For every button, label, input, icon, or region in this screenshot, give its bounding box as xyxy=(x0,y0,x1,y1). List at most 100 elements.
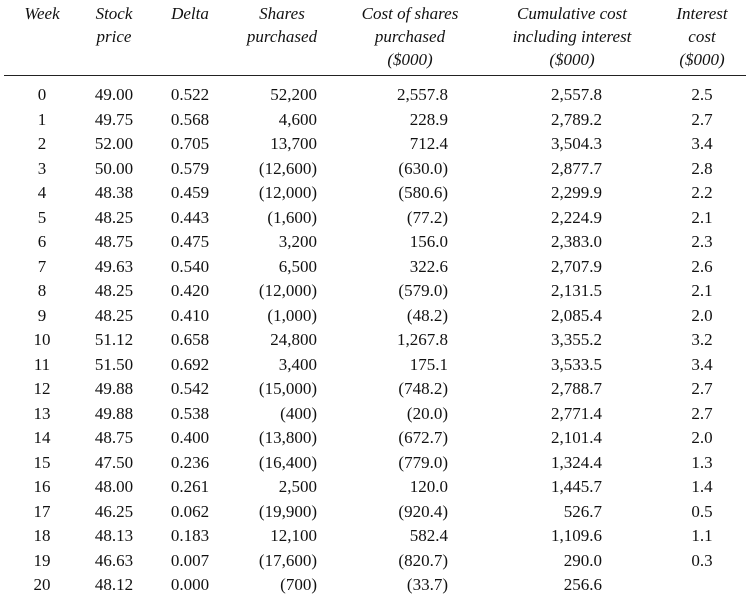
cell-cumulative-cost: 2,101.4 xyxy=(551,428,602,447)
cell-cumulative-cost: 2,383.0 xyxy=(551,232,602,251)
cell-delta: 0.410 xyxy=(170,305,210,325)
cell-shares-purchased: 3,200 xyxy=(278,232,317,251)
cell-stock-price: 51.12 xyxy=(94,330,134,349)
cell-cost-of-shares: (672.7) xyxy=(398,428,448,447)
cell-cumulative-cost: 2,707.9 xyxy=(551,256,602,276)
cell-shares-purchased: 2,500 xyxy=(278,477,317,496)
cell-week: 15 xyxy=(33,452,51,472)
cell-week: 8 xyxy=(37,281,47,300)
cell-week: 20 xyxy=(33,575,51,594)
cell-cost-of-shares: 322.6 xyxy=(409,256,448,276)
cell-cost-of-shares: (630.0) xyxy=(398,158,448,178)
cell-cost-of-shares: 582.4 xyxy=(409,526,448,545)
cell-week: 19 xyxy=(33,550,51,570)
cell-delta: 0.542 xyxy=(170,379,210,398)
table-row: 9 48.25 0.410 (1,000) (48.2) 2,085.4 2.0 xyxy=(0,304,752,328)
cell-interest-cost: 2.6 xyxy=(691,256,713,276)
table-row: 19 46.63 0.007 (17,600) (820.7) 290.0 0.3 xyxy=(0,549,752,573)
cell-stock-price: 48.25 xyxy=(94,305,134,325)
cell-week: 11 xyxy=(33,354,51,374)
cell-week: 5 xyxy=(37,207,47,227)
cell-shares-purchased: (16,400) xyxy=(258,452,317,472)
cell-stock-price: 50.00 xyxy=(94,158,134,178)
cell-week: 18 xyxy=(33,526,51,545)
cell-cost-of-shares: (820.7) xyxy=(398,550,448,570)
cell-shares-purchased: 13,700 xyxy=(270,134,317,153)
cell-cost-of-shares: (579.0) xyxy=(398,281,448,300)
cell-interest-cost: 0.5 xyxy=(691,501,713,521)
table-row: 12 49.88 0.542 (15,000) (748.2) 2,788.7 2.7 xyxy=(0,377,752,401)
cell-interest-cost: 0.3 xyxy=(691,550,713,570)
cell-cumulative-cost: 2,131.5 xyxy=(551,281,602,300)
table-row: 10 51.12 0.658 24,800 1,267.8 3,355.2 3.2 xyxy=(0,328,752,352)
cell-week: 16 xyxy=(33,477,51,496)
cell-stock-price: 48.25 xyxy=(94,207,134,227)
cell-interest-cost: 2.8 xyxy=(691,158,713,178)
cell-stock-price: 52.00 xyxy=(94,134,134,153)
cell-cost-of-shares: (20.0) xyxy=(406,403,448,423)
cell-week: 4 xyxy=(37,183,47,202)
cell-stock-price: 48.12 xyxy=(94,575,134,594)
cell-delta: 0.658 xyxy=(170,330,210,349)
cell-interest-cost: 2.7 xyxy=(691,109,713,129)
header-delta: Delta xyxy=(171,4,209,23)
cell-week: 0 xyxy=(37,85,47,104)
cell-cost-of-shares: (33.7) xyxy=(406,575,448,594)
cell-cost-of-shares: 175.1 xyxy=(409,354,448,374)
cell-week: 6 xyxy=(37,232,47,251)
cell-stock-price: 48.13 xyxy=(94,526,134,545)
table-row: 3 50.00 0.579 (12,600) (630.0) 2,877.7 2.8 xyxy=(0,157,752,181)
cell-week: 9 xyxy=(37,305,47,325)
cell-shares-purchased: 6,500 xyxy=(278,256,317,276)
cell-stock-price: 49.88 xyxy=(94,403,134,423)
header-interest-cost: Interest cost ($000) xyxy=(676,4,728,69)
cell-cumulative-cost: 2,877.7 xyxy=(551,158,602,178)
cell-shares-purchased: (15,000) xyxy=(258,379,317,398)
cell-stock-price: 46.25 xyxy=(94,501,134,521)
cell-shares-purchased: (17,600) xyxy=(258,550,317,570)
table-row: 4 48.38 0.459 (12,000) (580.6) 2,299.9 2.2 xyxy=(0,181,752,205)
cell-delta: 0.443 xyxy=(170,207,210,227)
table-row: 8 48.25 0.420 (12,000) (579.0) 2,131.5 2.1 xyxy=(0,279,752,303)
cell-cost-of-shares: 712.4 xyxy=(409,134,448,153)
cell-shares-purchased: 24,800 xyxy=(270,330,317,349)
table-row: 15 47.50 0.236 (16,400) (779.0) 1,324.4 1.3 xyxy=(0,451,752,475)
cell-stock-price: 47.50 xyxy=(94,452,134,472)
cell-interest-cost: 1.1 xyxy=(691,526,713,545)
cell-stock-price: 46.63 xyxy=(94,550,134,570)
table-row: 6 48.75 0.475 3,200 156.0 2,383.0 2.3 xyxy=(0,230,752,254)
cell-week: 14 xyxy=(33,428,51,447)
cell-delta: 0.062 xyxy=(170,501,210,521)
cell-delta: 0.579 xyxy=(170,158,210,178)
cell-week: 1 xyxy=(37,109,47,129)
table-row: 2 52.00 0.705 13,700 712.4 3,504.3 3.4 xyxy=(0,132,752,156)
header-week: Week xyxy=(24,4,60,23)
cell-stock-price: 49.88 xyxy=(94,379,134,398)
cell-week: 10 xyxy=(33,330,51,349)
cell-delta: 0.183 xyxy=(170,526,210,545)
cell-delta: 0.420 xyxy=(170,281,210,300)
table-row: 18 48.13 0.183 12,100 582.4 1,109.6 1.1 xyxy=(0,524,752,548)
cell-stock-price: 49.63 xyxy=(94,256,134,276)
cell-cost-of-shares: 1,267.8 xyxy=(397,330,448,349)
cell-shares-purchased: 3,400 xyxy=(278,354,317,374)
cell-interest-cost: 2.5 xyxy=(691,85,713,104)
cell-cost-of-shares: (920.4) xyxy=(398,501,448,521)
header-shares-purchased: Shares purchased xyxy=(246,4,318,46)
cell-stock-price: 48.00 xyxy=(94,477,134,496)
cell-cost-of-shares: (48.2) xyxy=(406,305,448,325)
cell-interest-cost: 2.3 xyxy=(691,232,713,251)
cell-delta: 0.459 xyxy=(170,183,210,202)
cell-week: 2 xyxy=(37,134,47,153)
cell-shares-purchased: 12,100 xyxy=(270,526,317,545)
cell-cumulative-cost: 290.0 xyxy=(563,550,602,570)
cell-interest-cost: 2.1 xyxy=(691,281,713,300)
table-row: 17 46.25 0.062 (19,900) (920.4) 526.7 0.5 xyxy=(0,500,752,524)
cell-interest-cost: 2.1 xyxy=(691,207,713,227)
cell-stock-price: 48.25 xyxy=(94,281,134,300)
cell-interest-cost: 2.7 xyxy=(691,379,713,398)
cell-delta: 0.705 xyxy=(170,134,210,153)
cell-shares-purchased: (12,000) xyxy=(258,183,317,202)
cell-delta: 0.538 xyxy=(170,403,210,423)
cell-cumulative-cost: 3,504.3 xyxy=(551,134,602,153)
